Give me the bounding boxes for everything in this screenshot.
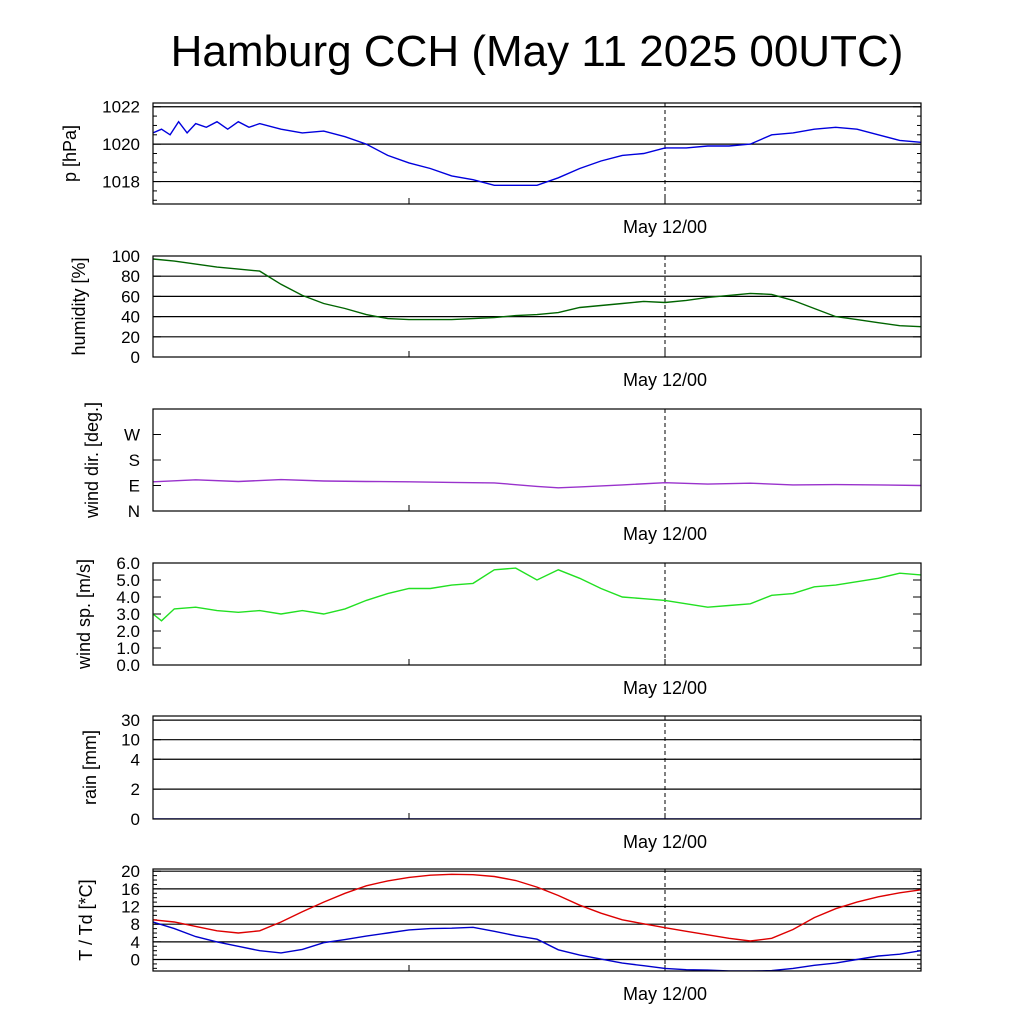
xlabel-pressure: May 12/00	[623, 217, 707, 237]
ytick-label-wind-speed-1: 1.0	[116, 639, 140, 658]
ytick-label-humidity-4: 80	[121, 267, 140, 286]
ytick-label-temperature-5: 20	[121, 862, 140, 881]
ytick-label-rain-3: 10	[121, 731, 140, 750]
xlabel-rain: May 12/00	[623, 832, 707, 852]
series-line-pressure-0	[153, 120, 921, 187]
chart-title: Hamburg CCH (May 11 2025 00UTC)	[171, 27, 904, 76]
series-line-temperature-0	[153, 873, 921, 942]
xlabel-wind-speed: May 12/00	[623, 678, 707, 698]
ytick-label-wind-speed-3: 3.0	[116, 605, 140, 624]
xlabel-humidity: May 12/00	[623, 370, 707, 390]
series-line-wind-direction-0	[153, 478, 921, 489]
ytick-label-humidity-3: 60	[121, 287, 140, 306]
ytick-label-wind-direction-0: N	[128, 502, 140, 521]
ytick-label-wind-speed-0: 0.0	[116, 656, 140, 675]
ytick-label-temperature-2: 8	[131, 915, 140, 934]
plot-frame-wind-speed	[152, 562, 922, 666]
ylabel-rain: rain [mm]	[80, 730, 100, 805]
ytick-label-wind-speed-4: 4.0	[116, 588, 140, 607]
ytick-label-pressure-1: 1020	[102, 135, 140, 154]
plot-frame-wind-direction	[152, 408, 922, 512]
xlabel-temperature: May 12/00	[623, 984, 707, 1004]
ytick-label-wind-direction-2: S	[129, 451, 140, 470]
ytick-label-rain-0: 0	[131, 810, 140, 829]
panel-pressure: 1018 1020 1022 p [hPa] May 12/00	[60, 98, 922, 237]
ytick-label-temperature-1: 4	[131, 933, 140, 952]
ytick-label-rain-2: 4	[131, 750, 140, 769]
plot-frame-pressure	[152, 102, 922, 205]
ytick-label-wind-direction-3: W	[124, 426, 140, 445]
ytick-label-humidity-5: 100	[112, 247, 140, 266]
series-line-humidity-0	[153, 258, 921, 328]
ytick-label-rain-4: 30	[121, 711, 140, 730]
ylabel-pressure: p [hPa]	[60, 125, 80, 182]
ylabel-temperature: T / Td [*C]	[76, 879, 96, 960]
plot-frame-temperature	[152, 868, 922, 972]
panel-wind-speed: 0.01.02.03.04.05.06.0 wind sp. [m/s] May 1…	[74, 554, 922, 698]
ytick-label-temperature-0: 0	[131, 951, 140, 970]
ytick-label-wind-speed-6: 6.0	[116, 554, 140, 573]
ylabel-humidity: humidity [%]	[69, 257, 89, 355]
ytick-label-rain-1: 2	[131, 780, 140, 799]
series-line-temperature-1	[153, 921, 921, 971]
ytick-label-temperature-4: 16	[121, 880, 140, 899]
ytick-label-temperature-3: 12	[121, 898, 140, 917]
plot-frame-humidity	[152, 255, 922, 358]
ylabel-wind-speed: wind sp. [m/s]	[74, 559, 94, 670]
ytick-label-wind-speed-2: 2.0	[116, 622, 140, 641]
ylabel-wind-direction: wind dir. [deg.]	[82, 402, 102, 519]
ytick-label-pressure-2: 1022	[102, 98, 140, 117]
ytick-label-humidity-1: 20	[121, 328, 140, 347]
xlabel-wind-direction: May 12/00	[623, 524, 707, 544]
ytick-label-pressure-0: 1018	[102, 173, 140, 192]
series-line-wind-speed-0	[153, 567, 921, 622]
ytick-label-wind-direction-1: E	[129, 477, 140, 496]
ytick-label-humidity-0: 0	[131, 348, 140, 367]
ytick-label-humidity-2: 40	[121, 308, 140, 327]
plot-frame-rain	[152, 715, 922, 820]
ytick-label-wind-speed-5: 5.0	[116, 571, 140, 590]
